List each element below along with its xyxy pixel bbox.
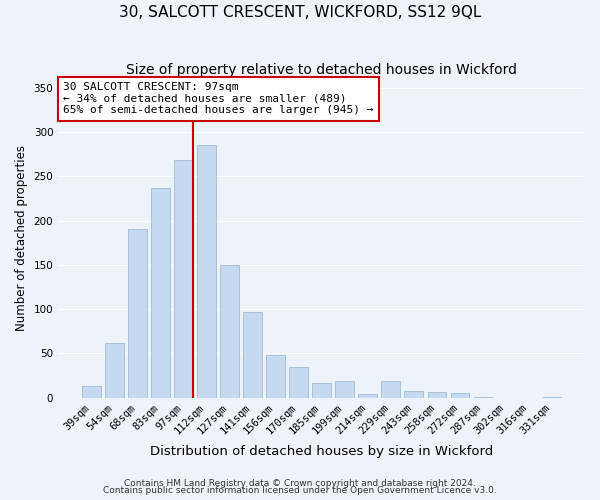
Bar: [335, 381, 354, 398]
Text: Contains HM Land Registry data © Crown copyright and database right 2024.: Contains HM Land Registry data © Crown c…: [124, 478, 476, 488]
Bar: [197, 146, 215, 398]
Bar: [451, 394, 469, 398]
X-axis label: Distribution of detached houses by size in Wickford: Distribution of detached houses by size …: [150, 444, 493, 458]
Bar: [428, 392, 446, 398]
Text: Contains public sector information licensed under the Open Government Licence v3: Contains public sector information licen…: [103, 486, 497, 495]
Bar: [174, 160, 193, 398]
Bar: [105, 343, 124, 398]
Title: Size of property relative to detached houses in Wickford: Size of property relative to detached ho…: [126, 62, 517, 76]
Bar: [404, 390, 423, 398]
Bar: [266, 355, 285, 398]
Bar: [128, 228, 146, 398]
Bar: [542, 397, 561, 398]
Bar: [82, 386, 101, 398]
Y-axis label: Number of detached properties: Number of detached properties: [15, 146, 28, 332]
Text: 30, SALCOTT CRESCENT, WICKFORD, SS12 9QL: 30, SALCOTT CRESCENT, WICKFORD, SS12 9QL: [119, 5, 481, 20]
Bar: [151, 188, 170, 398]
Bar: [220, 265, 239, 398]
Bar: [473, 397, 492, 398]
Bar: [243, 312, 262, 398]
Bar: [289, 366, 308, 398]
Bar: [382, 381, 400, 398]
Bar: [313, 382, 331, 398]
Text: 30 SALCOTT CRESCENT: 97sqm
← 34% of detached houses are smaller (489)
65% of sem: 30 SALCOTT CRESCENT: 97sqm ← 34% of deta…: [64, 82, 374, 116]
Bar: [358, 394, 377, 398]
